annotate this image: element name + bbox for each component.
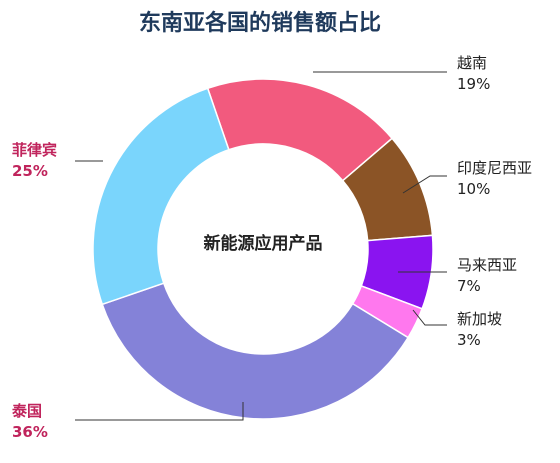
slice-labels: 越南 19% 印度尼西亚 10% 马来西亚 7% 新加坡 3% 泰国 36% 菲律宾 25%	[11, 54, 532, 441]
slice-label-value: 10%	[457, 180, 490, 198]
slice-label-name: 泰国	[11, 402, 42, 420]
slice-label-name: 马来西亚	[457, 256, 517, 274]
slice-label-value: 7%	[457, 277, 481, 295]
leader-lines	[75, 71, 447, 421]
slice-label-value: 3%	[457, 331, 481, 349]
leader-line-印度尼西亚	[402, 175, 447, 194]
slice-label-name: 越南	[457, 54, 487, 72]
chart-title: 东南亚各国的销售额占比	[139, 10, 381, 36]
leader-line-新加坡	[412, 309, 447, 326]
slice-label-value: 36%	[12, 423, 48, 441]
donut-center-label: 新能源应用产品	[204, 233, 323, 254]
slice-label-value: 19%	[457, 75, 490, 93]
slice-label-name: 新加坡	[457, 310, 502, 328]
slice-label-name: 印度尼西亚	[457, 159, 532, 177]
slice-菲律宾	[92, 87, 230, 306]
slice-泰国	[101, 282, 410, 420]
leader-line-泰国	[75, 402, 244, 421]
slice-label-name: 菲律宾	[12, 141, 57, 159]
donut-slices	[92, 78, 434, 420]
slice-label-value: 25%	[12, 162, 48, 180]
